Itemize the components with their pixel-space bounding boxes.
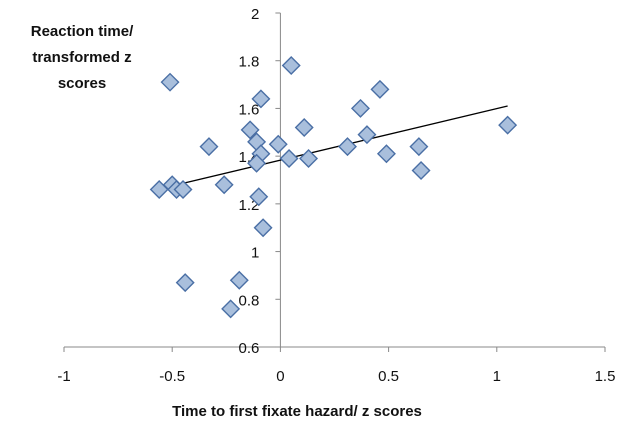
x-axis-label: Time to first fixate hazard/ z scores: [172, 403, 422, 420]
y-tick-label: 2: [251, 6, 259, 23]
x-tick-label: -1: [57, 368, 70, 385]
y-tick-label: 1: [251, 245, 259, 262]
x-tick-label: 1.5: [595, 368, 616, 385]
y-tick-label: 1.8: [239, 54, 260, 71]
y-axis-label-line-1: Reaction time/: [31, 23, 134, 40]
data-point: [240, 120, 260, 140]
data-point: [249, 187, 269, 207]
x-tick-label: 0.5: [378, 368, 399, 385]
data-point: [173, 180, 193, 200]
x-tick-label: 1: [493, 368, 501, 385]
data-point: [199, 137, 219, 157]
trendline-group: [156, 105, 508, 191]
data-point: [268, 134, 288, 154]
data-point: [498, 115, 518, 135]
data-point: [251, 89, 271, 109]
data-points: [149, 55, 518, 319]
data-point: [409, 137, 429, 157]
data-point: [357, 125, 377, 145]
y-axis-label-line-2: transformed z: [32, 49, 131, 66]
data-point: [279, 149, 299, 169]
data-point: [370, 79, 390, 99]
y-tick-label: 0.8: [239, 292, 260, 309]
x-tick-label: -0.5: [159, 368, 185, 385]
data-point: [229, 270, 249, 290]
trendline: [156, 105, 508, 191]
data-point: [299, 149, 319, 169]
y-tick-label: 1.6: [239, 101, 260, 118]
data-point: [214, 175, 234, 195]
y-tick-label: 0.6: [239, 340, 260, 357]
data-point: [350, 98, 370, 118]
data-point: [294, 118, 314, 138]
data-point: [376, 144, 396, 164]
data-point: [281, 55, 301, 75]
data-point: [253, 218, 273, 238]
data-point: [221, 299, 241, 319]
tick-labels: -1 -0.5 0 0.5 1 1.50.60.811.21.41.61.82: [57, 6, 615, 385]
x-tick-label: 0: [276, 368, 284, 385]
axes: [63, 12, 606, 352]
data-point: [247, 153, 267, 173]
data-point: [175, 273, 195, 293]
data-point: [411, 160, 431, 180]
data-point: [337, 137, 357, 157]
data-point: [160, 72, 180, 92]
y-axis-label-line-3: scores: [58, 75, 106, 92]
